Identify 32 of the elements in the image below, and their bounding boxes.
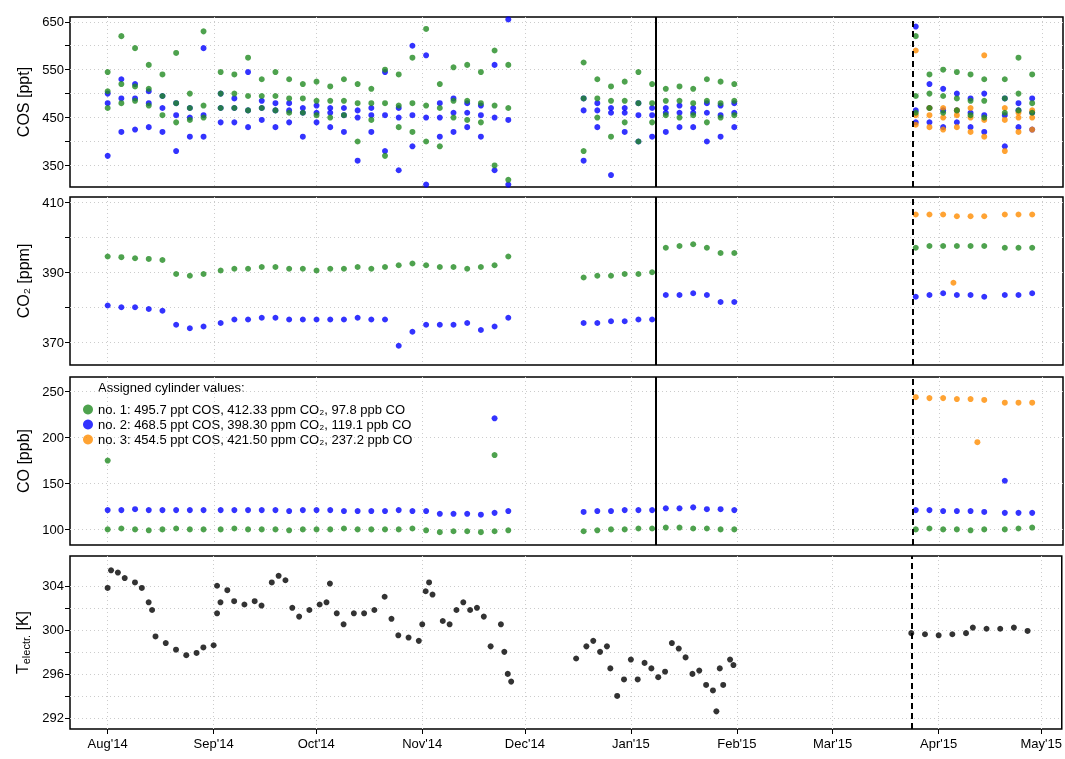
legend-label: no. 2: 468.5 ppt COS, 398.30 ppm CO₂, 119.1 ppb CO — [98, 417, 412, 432]
y-tick-label: 100 — [42, 521, 64, 537]
y-tick-label: 450 — [42, 110, 64, 126]
y-tick-label: 200 — [42, 430, 64, 446]
x-tick-label: Apr'15 — [920, 736, 958, 751]
y-tick-label: 650 — [42, 14, 64, 30]
x-tick-label: May'15 — [1020, 736, 1063, 751]
y-tick-label: 410 — [42, 194, 64, 210]
x-tick-label: Aug'14 — [87, 736, 128, 751]
y-tick-label: 350 — [42, 157, 64, 173]
x-tick-label: Jan'15 — [611, 736, 650, 751]
y-tick-label: 304 — [42, 578, 64, 594]
y-tick-label: 296 — [42, 666, 64, 682]
y-tick-label: 370 — [42, 334, 64, 350]
legend-label: no. 3: 454.5 ppt COS, 421.50 ppm CO₂, 237.2 ppb CO — [98, 432, 413, 447]
x-tick-label: Sep'14 — [193, 736, 234, 751]
x-tick-label: Dec'14 — [504, 736, 545, 751]
y-tick-label: 250 — [42, 384, 64, 400]
legend-label: no. 1: 495.7 ppt COS, 412.33 ppm CO₂, 97.8 ppb CO — [98, 402, 406, 417]
y-axis-title: CO [ppb] — [14, 428, 32, 494]
x-tick-label: Feb'15 — [717, 736, 757, 751]
y-tick-label: 150 — [42, 475, 64, 491]
y-tick-label: 390 — [42, 264, 64, 280]
y-axis-title: Telectr. [K] — [14, 610, 32, 675]
y-tick-label: 550 — [42, 62, 64, 78]
x-tick-label: Mar'15 — [812, 736, 853, 751]
y-axis-title: CO₂ [ppm] — [14, 243, 32, 319]
y-axis-title: COS [ppt] — [14, 66, 32, 138]
x-tick-label: Nov'14 — [402, 736, 443, 751]
y-tick-label: 292 — [42, 710, 64, 726]
x-tick-label: Oct'14 — [297, 736, 335, 751]
y-tick-label: 300 — [42, 622, 64, 638]
